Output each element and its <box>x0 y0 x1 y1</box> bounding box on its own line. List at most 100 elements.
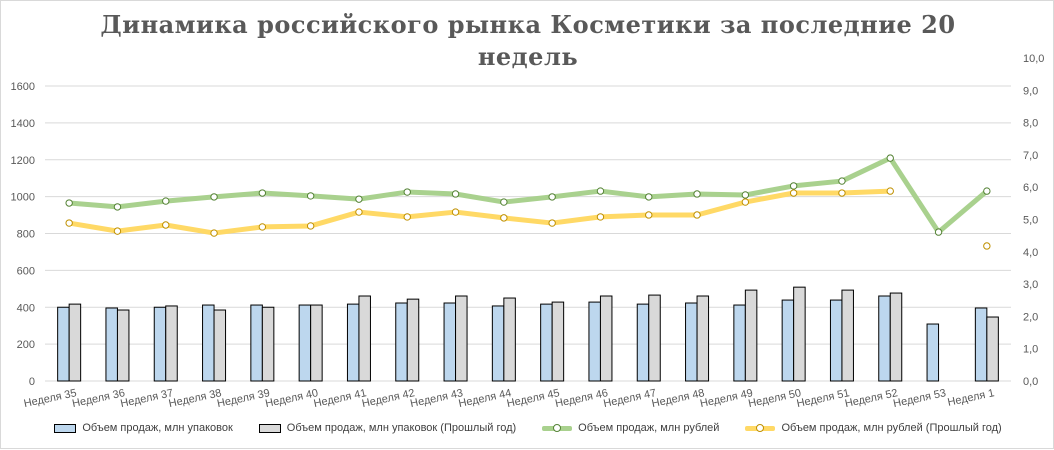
category-label: Неделя 48 <box>651 387 706 410</box>
bar <box>503 297 516 382</box>
category-label: Неделя 1 <box>946 387 995 409</box>
bar <box>878 295 891 382</box>
data-point <box>934 228 943 236</box>
legend-label: Объем продаж, млн упаковок (Прошлый год) <box>286 422 517 434</box>
bar <box>406 298 420 382</box>
left-axis-tick-label: 800 <box>17 229 35 241</box>
data-point <box>113 203 122 211</box>
right-axis-tick-label: 5,0 <box>1023 215 1038 227</box>
right-axis-tick-label: 3,0 <box>1023 279 1038 291</box>
right-axis-tick-label: 9,0 <box>1023 85 1038 97</box>
data-point <box>789 189 798 197</box>
bar <box>491 305 505 382</box>
data-point <box>548 193 556 201</box>
series-line <box>68 155 989 235</box>
data-point <box>451 208 460 216</box>
category-label: Неделя 38 <box>168 387 223 410</box>
legend-label: Объем продаж, млн упаковок <box>82 422 233 434</box>
bar <box>57 306 70 382</box>
bar <box>298 304 312 382</box>
category-label: Неделя 53 <box>892 387 947 410</box>
data-point <box>65 219 73 227</box>
data-point <box>693 190 701 198</box>
bar <box>685 302 698 382</box>
data-point <box>210 193 218 201</box>
right-axis-tick-label: 7,0 <box>1023 150 1038 162</box>
left-axis-tick-label: 1000 <box>11 192 35 204</box>
data-point <box>741 191 750 199</box>
legend-item-rubles-last-year: Объем продаж, млн рублей (Прошлый год) <box>745 422 1002 434</box>
bar <box>781 299 795 382</box>
category-label: Неделя 37 <box>119 387 174 410</box>
data-point <box>741 198 750 206</box>
bar <box>648 294 661 382</box>
data-point <box>886 154 894 162</box>
bar <box>986 316 999 382</box>
bar <box>551 301 565 382</box>
legend-swatch-packs-last-year <box>258 423 281 433</box>
bar <box>213 309 227 382</box>
data-point <box>838 189 846 197</box>
data-point <box>258 189 267 197</box>
data-point <box>500 214 508 222</box>
bar <box>829 299 843 382</box>
data-point <box>258 223 267 231</box>
bar <box>68 303 82 382</box>
data-point <box>306 222 315 230</box>
data-point <box>162 221 170 229</box>
right-axis-tick-label: 0,0 <box>1023 376 1038 388</box>
bar <box>455 295 468 382</box>
legend-item-packs-last-year: Объем продаж, млн упаковок (Прошлый год) <box>258 422 517 434</box>
category-label: Неделя 40 <box>264 387 319 410</box>
bar <box>346 303 360 382</box>
bar <box>636 303 650 382</box>
data-point <box>596 213 605 221</box>
bar <box>540 303 553 382</box>
data-point <box>693 211 701 219</box>
data-point <box>210 229 218 237</box>
left-axis-tick-label: 0 <box>29 376 35 388</box>
data-point <box>355 195 363 203</box>
bar <box>310 304 323 382</box>
bar <box>105 307 118 382</box>
data-point <box>403 213 411 221</box>
category-label: Неделя 52 <box>844 387 899 410</box>
chart-title: Динамика российского рынка Косметики за … <box>100 10 956 71</box>
category-label: Неделя 45 <box>506 387 561 410</box>
data-point <box>113 227 122 235</box>
left-axis-tick-label: 200 <box>17 339 35 351</box>
data-point <box>306 192 315 200</box>
bar <box>926 323 940 382</box>
category-label: Неделя 49 <box>699 387 754 410</box>
legend-swatch-rubles-last-year <box>745 423 776 432</box>
left-axis-tick-label: 400 <box>17 302 35 314</box>
bar <box>841 289 854 382</box>
bar <box>733 304 746 382</box>
legend-label: Объем продаж, млн рублей (Прошлый год) <box>781 422 1002 434</box>
data-point <box>838 177 846 185</box>
category-label: Неделя 46 <box>554 387 609 410</box>
left-axis-tick-label: 1200 <box>11 155 35 167</box>
right-axis-tick-label: 10,0 <box>1023 53 1044 65</box>
bar <box>395 302 408 382</box>
bar <box>889 292 903 382</box>
category-label: Неделя 43 <box>409 387 464 410</box>
bar <box>165 305 178 382</box>
data-point <box>983 187 991 195</box>
legend: Объем продаж, млн упаковок Объем продаж,… <box>1 422 1054 434</box>
data-point <box>645 193 653 201</box>
data-point <box>886 187 894 195</box>
category-label: Неделя 47 <box>602 387 657 410</box>
category-label: Неделя 35 <box>23 387 78 410</box>
bar <box>250 304 263 382</box>
legend-item-rubles: Объем продаж, млн рублей <box>542 422 719 434</box>
category-label: Неделя 44 <box>457 387 512 410</box>
bar <box>974 307 988 382</box>
data-point <box>451 190 460 198</box>
data-point <box>789 182 798 190</box>
data-point <box>645 211 653 219</box>
left-axis-tick-label: 1600 <box>11 81 35 93</box>
category-label: Неделя 50 <box>747 387 802 410</box>
right-axis-tick-label: 2,0 <box>1023 311 1038 323</box>
bar <box>202 304 215 382</box>
